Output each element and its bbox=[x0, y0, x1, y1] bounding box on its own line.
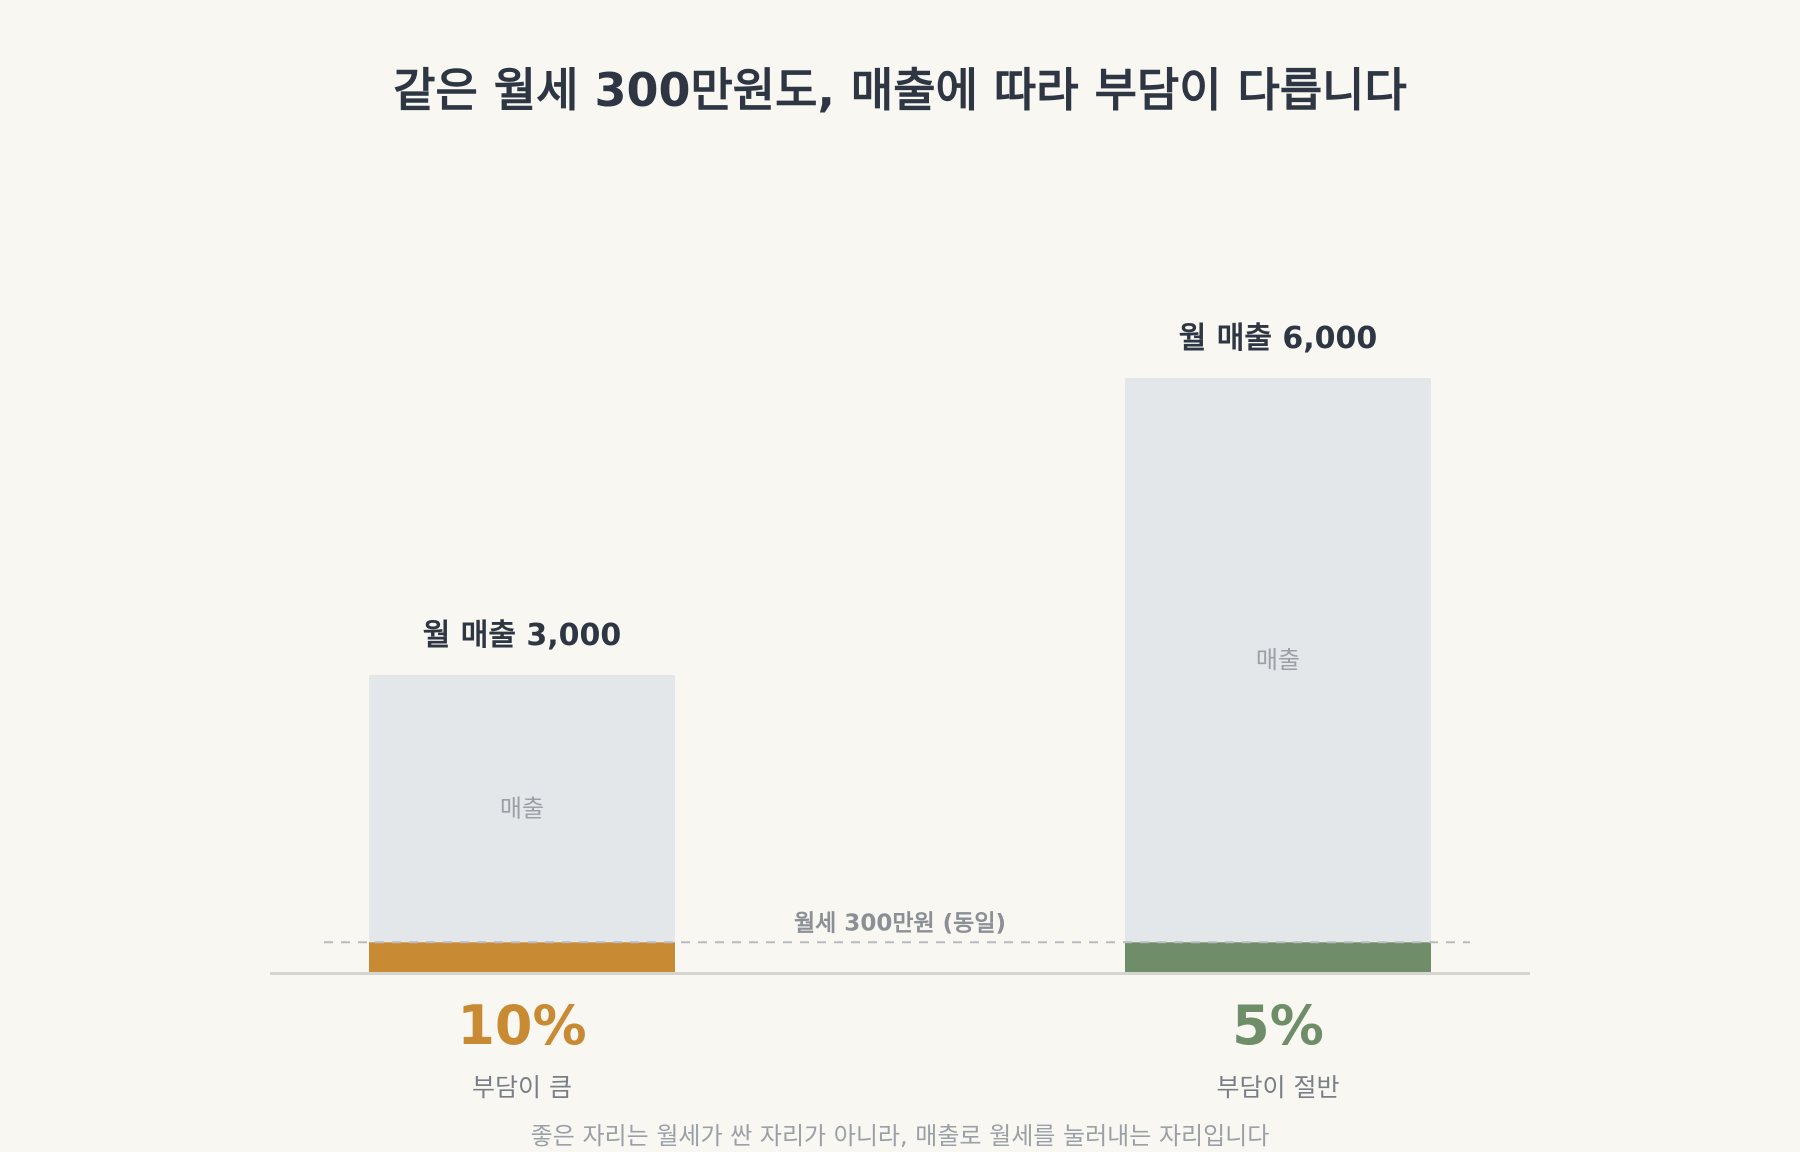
burden-desc-label-1: 부담이 절반 bbox=[1217, 1073, 1340, 1102]
rent-bar-0 bbox=[369, 942, 675, 972]
burden-desc-label-0: 부담이 큼 bbox=[472, 1073, 572, 1102]
burden-percent-label-0: 10% bbox=[457, 994, 586, 1057]
revenue-bar-inner-label-1: 매출 bbox=[1256, 646, 1300, 674]
bar-category-label-0: 월 매출 3,000 bbox=[423, 618, 622, 653]
rent-line-label: 월세 300만원 (동일) bbox=[794, 910, 1006, 936]
revenue-bar-1 bbox=[1125, 378, 1431, 943]
burden-percent-label-1: 5% bbox=[1232, 994, 1324, 1057]
labels-group: 매출 월 매출 3,000 10% 부담이 큼 매출 월 매출 6,000 5% 부담이 절반 bbox=[423, 321, 1378, 1102]
chart-title: 같은 월세 300만원도, 매출에 따라 부담이 다릅니다 bbox=[393, 63, 1407, 117]
bar-category-label-1: 월 매출 6,000 bbox=[1179, 321, 1378, 356]
bars-group bbox=[369, 378, 1431, 972]
rent-bar-1 bbox=[1125, 942, 1431, 972]
revenue-bar-inner-label-0: 매출 bbox=[500, 795, 544, 823]
revenue-bar-0 bbox=[369, 675, 675, 943]
footnote: 좋은 자리는 월세가 싼 자리가 아니라, 매출로 월세를 눌러내는 자리입니다 bbox=[531, 1122, 1270, 1150]
